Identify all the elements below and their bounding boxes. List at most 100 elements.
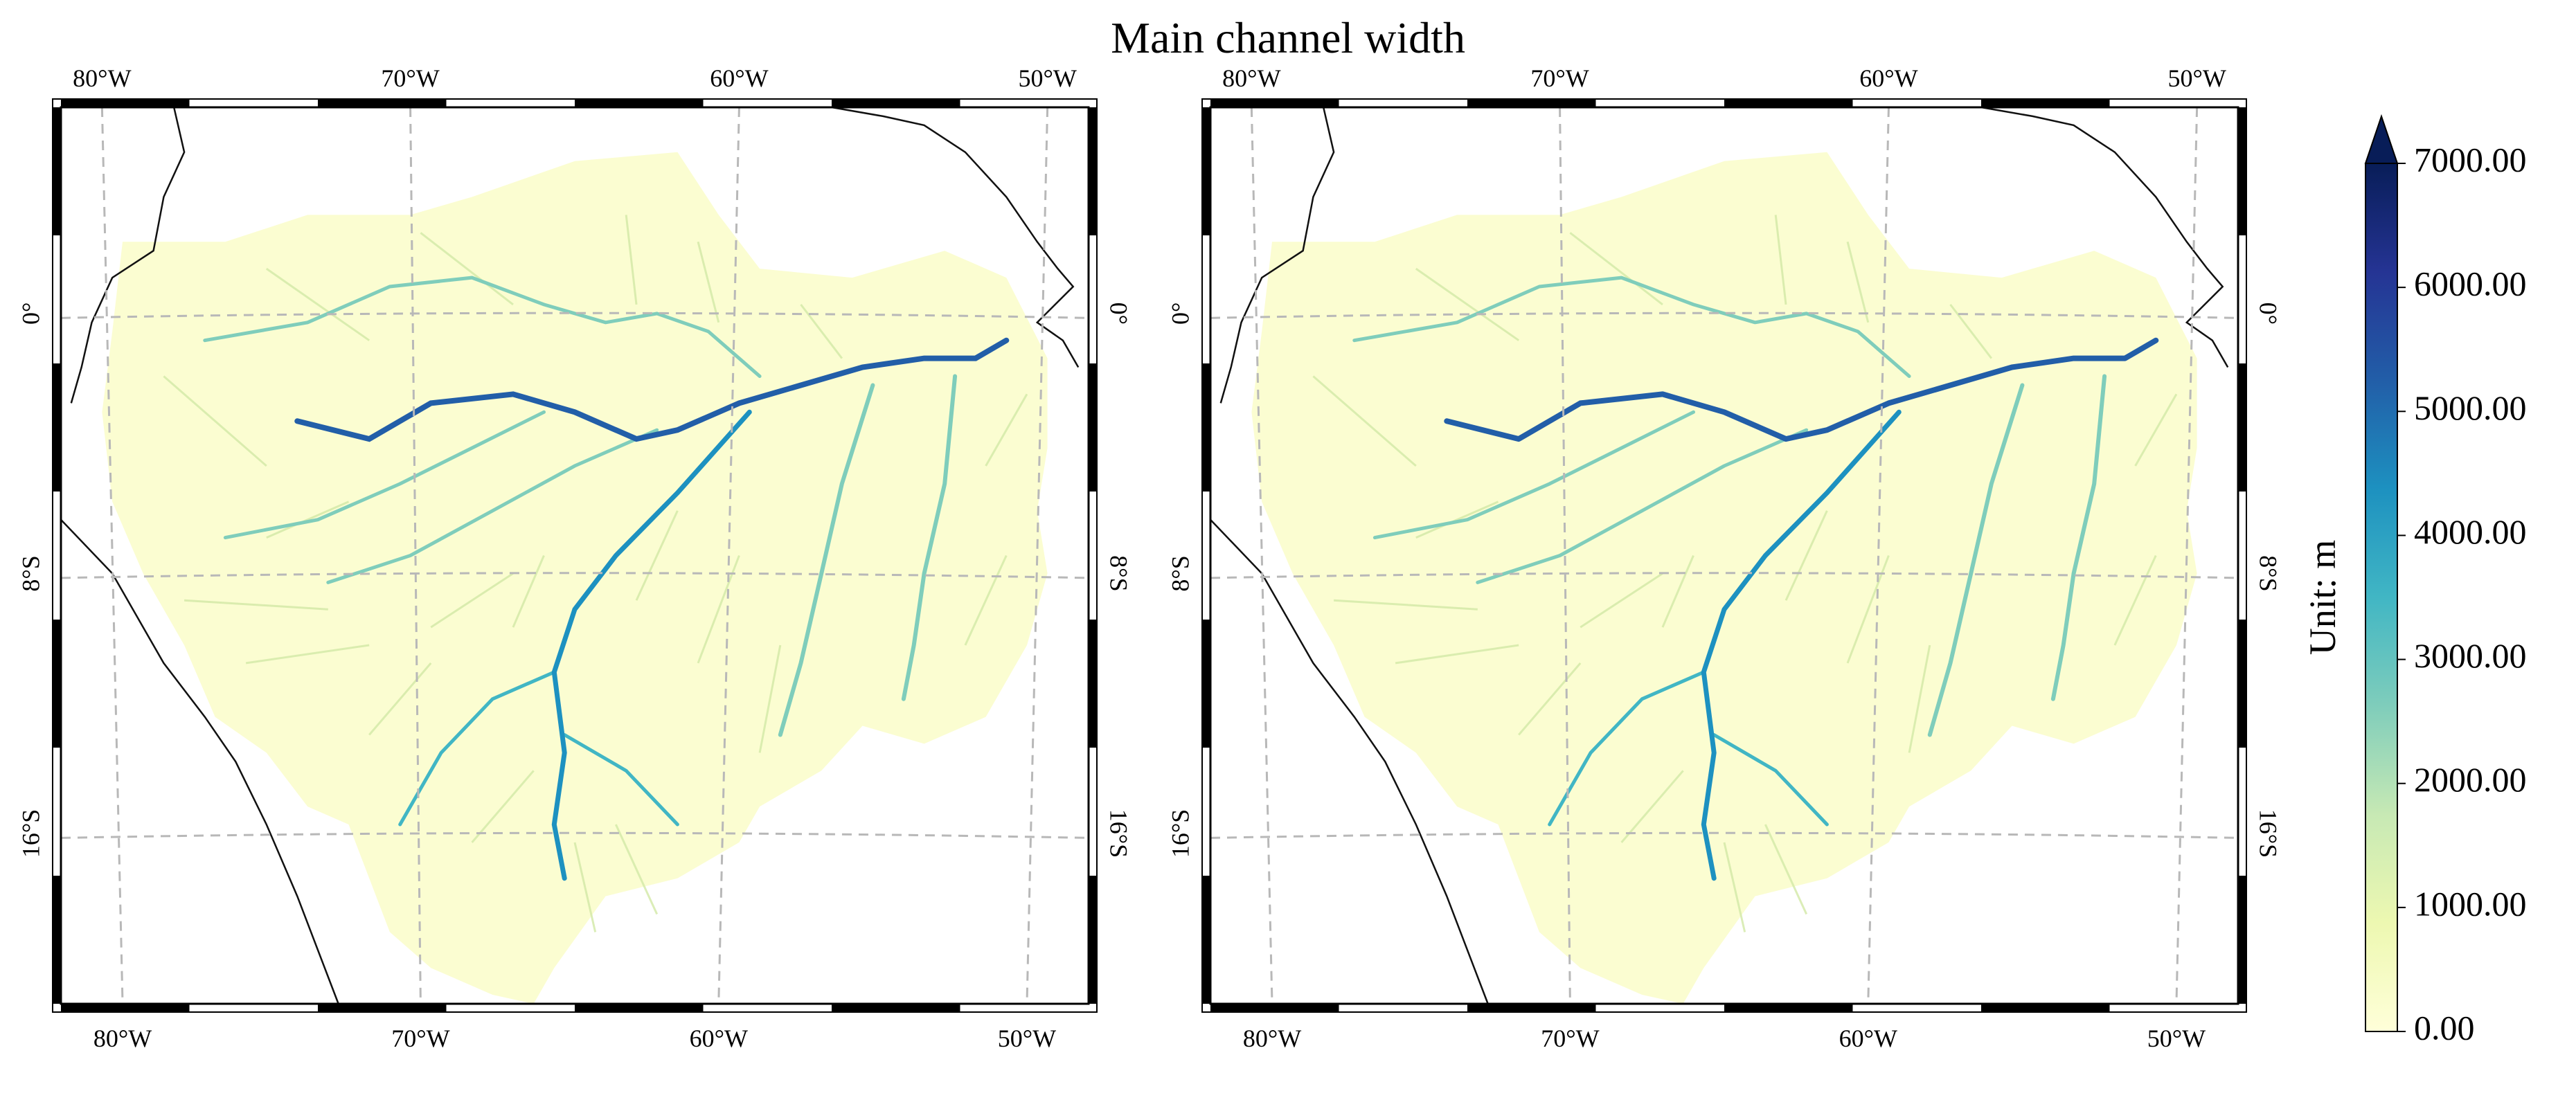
tributary-segment — [1518, 662, 1582, 736]
colorbar-extend-arrow — [2364, 114, 2399, 164]
lat-label-right: 8°S — [1105, 555, 1133, 591]
river-negro — [203, 276, 762, 378]
colorbar: 0.00 1000.00 2000.00 3000.00 4000.00 5000.00 6… — [2302, 114, 2527, 1047]
river-main-stem — [294, 337, 1010, 442]
tributary-segment — [245, 644, 370, 665]
tributary-segment — [184, 599, 328, 611]
tributary-segment — [1415, 501, 1499, 539]
river-beni — [1548, 670, 1706, 827]
tributary-segment — [1764, 824, 1808, 915]
river-tapajos — [778, 383, 875, 737]
tributary-segment — [2134, 393, 2178, 467]
lon-label-bottom: 80°W — [93, 1025, 152, 1052]
tributary-segment — [2113, 554, 2157, 646]
lat-label-left: 16°S — [17, 809, 44, 858]
parallel — [60, 312, 1089, 319]
tributary-segment — [635, 510, 679, 601]
coastline-segment — [1980, 106, 2229, 368]
colorbar-tick-label: 7000.00 — [2414, 140, 2527, 179]
river-xingu — [901, 374, 958, 701]
lat-label-right: 8°S — [2255, 555, 2282, 591]
lon-label-top: 80°W — [73, 64, 131, 92]
tributary-segment — [1395, 644, 1519, 665]
lon-label-top: 70°W — [381, 64, 439, 92]
river-purus — [1476, 428, 1809, 584]
tributary-network — [1312, 215, 2178, 932]
colorbar-gradient — [2365, 163, 2398, 1032]
coastline-segment — [1210, 519, 1489, 1004]
right-panel: 80°W 80°W 70°W 70°W 60°W 60°W 50°W 50°W 0° 0° 8°S 8… — [1166, 64, 2282, 1052]
river-xingu — [2050, 374, 2107, 701]
gridlines — [1210, 107, 2239, 1004]
tributary-segment — [697, 241, 720, 323]
colorbar-tick-label: 0.00 — [2414, 1008, 2475, 1047]
tributary-segment — [368, 662, 432, 736]
left-panel: 80°W 80°W 70°W 70°W 60°W 60°W 50°W 50°W 0° 0° 8°S 8… — [17, 64, 1132, 1052]
river-mamore — [1712, 733, 1829, 827]
coastline — [60, 106, 1080, 1004]
tributary-segment — [573, 842, 597, 932]
lat-label-left: 8°S — [17, 555, 44, 591]
lon-label-bottom: 60°W — [690, 1025, 748, 1052]
tributary-network — [163, 215, 1028, 932]
lon-label-bottom: 50°W — [2147, 1025, 2206, 1052]
lon-label-bottom: 80°W — [1243, 1025, 1301, 1052]
tributary-segment — [964, 554, 1008, 646]
lon-label-top: 50°W — [1018, 64, 1076, 92]
colorbar-tick-label: 5000.00 — [2414, 388, 2527, 427]
tributary-segment — [800, 303, 843, 359]
lon-label-bottom: 70°W — [1541, 1025, 1599, 1052]
tributary-segment — [1949, 303, 1993, 359]
parallel — [1210, 312, 2239, 319]
tributary-segment — [266, 501, 350, 539]
river-negro — [1352, 276, 1911, 378]
map-panels: 80°W 80°W 70°W 70°W 60°W 60°W 50°W 50°W 0° 0° 8°S 8… — [17, 64, 2282, 1052]
gridlines — [60, 107, 1089, 1004]
colorbar-tick-label: 4000.00 — [2414, 512, 2527, 551]
lat-label-left: 8°S — [1166, 555, 1194, 591]
tributary-segment — [1333, 599, 1478, 611]
tributary-segment — [265, 267, 370, 341]
map-frame — [1201, 98, 2247, 1013]
colorbar-tick-label: 2000.00 — [2414, 760, 2527, 799]
lon-label-bottom: 70°W — [391, 1025, 449, 1052]
river-main-stem — [1444, 337, 2159, 442]
lon-label-bottom: 50°W — [998, 1025, 1056, 1052]
colorbar-label: Unit: m — [2302, 540, 2343, 656]
lon-label-top: 80°W — [1222, 64, 1280, 92]
basin-fill — [102, 152, 1048, 1004]
tributary-segment — [985, 393, 1028, 467]
river-madeira — [551, 409, 752, 881]
tributary-segment — [163, 375, 267, 467]
tributary-segment — [625, 215, 638, 305]
lon-label-bottom: 60°W — [1839, 1025, 1897, 1052]
map-frame — [52, 98, 1098, 1013]
lon-label-top: 50°W — [2167, 64, 2226, 92]
coastline — [1210, 106, 2229, 1004]
parallel — [60, 831, 1089, 839]
tributary-segment — [430, 572, 514, 629]
lat-label-right: 0° — [2255, 303, 2282, 325]
coastline-segment — [831, 106, 1080, 368]
lat-label-left: 16°S — [1166, 809, 1194, 858]
tributary-segment — [471, 770, 535, 843]
coastline-segment — [60, 519, 339, 1004]
tributary-segment — [758, 644, 782, 753]
tributary-segment — [1774, 215, 1787, 305]
river-beni — [398, 670, 556, 827]
tributary-segment — [1569, 232, 1663, 306]
coastline-segment — [1219, 107, 1335, 404]
parallel — [60, 572, 1089, 579]
lon-label-top: 70°W — [1530, 64, 1589, 92]
tributary-segment — [512, 554, 545, 628]
colorbar-tick-label: 3000.00 — [2414, 636, 2527, 675]
tributary-segment — [1620, 770, 1684, 843]
basin-fill — [1251, 152, 2197, 1004]
tributary-segment — [1661, 554, 1694, 628]
river-jurua — [223, 410, 546, 540]
river-network — [1352, 276, 2159, 881]
lat-label-right: 0° — [1105, 303, 1133, 325]
tributary-segment — [1785, 510, 1828, 601]
